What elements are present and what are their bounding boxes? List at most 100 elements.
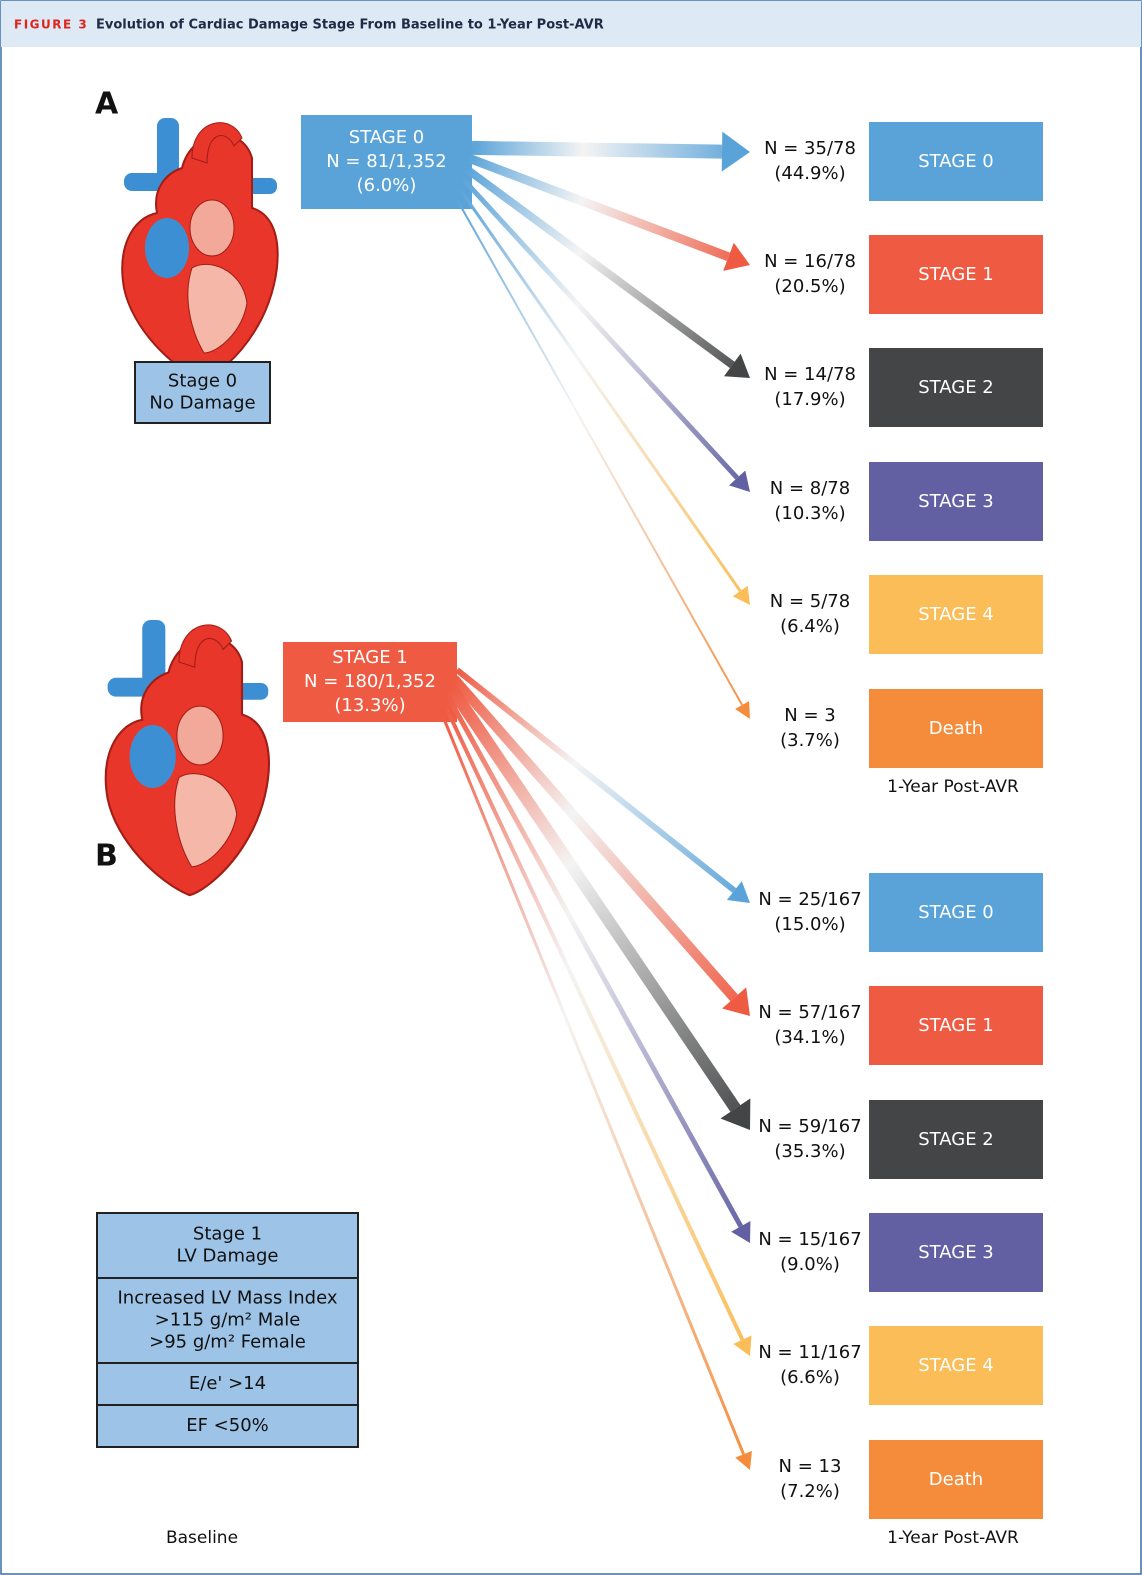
arrow-head (735, 701, 750, 719)
target-box (869, 1213, 1043, 1292)
transition-arrow (455, 667, 737, 893)
baseline-box-row (134, 361, 271, 424)
source-text: N = 180/1,352 (304, 671, 436, 692)
target-percent: (6.4%) (780, 616, 840, 637)
transition-arrow (445, 695, 743, 1228)
transition-arrow (440, 713, 745, 1455)
baseline-box-text: >115 g/m² Male (155, 1310, 301, 1331)
header-bar (1, 1, 1141, 47)
target-label: Death (929, 718, 983, 739)
arrow-head (733, 1335, 752, 1356)
arrow-head (726, 881, 750, 903)
transition-arrow (446, 684, 741, 1112)
arrow-head (722, 987, 750, 1016)
target-count: N = 57/167 (758, 1002, 861, 1023)
figure-title: Evolution of Cardiac Damage Stage From B… (96, 18, 604, 33)
transition-arrow (463, 165, 735, 369)
target-box (869, 462, 1043, 541)
transition-arrow (467, 154, 731, 262)
heart-illustration (121, 118, 279, 382)
target-percent: (35.3%) (774, 1141, 845, 1162)
target-percent: (7.2%) (780, 1481, 840, 1502)
arrow-head (732, 585, 750, 605)
target-label: STAGE 0 (918, 151, 994, 172)
followup-label: 1-Year Post-AVR (887, 777, 1019, 797)
arrow-head (723, 242, 750, 271)
target-percent: (20.5%) (774, 276, 845, 297)
target-percent: (3.7%) (780, 730, 840, 751)
heart-illustration (104, 620, 270, 897)
source-box (301, 115, 472, 209)
target-box (869, 575, 1043, 654)
panel-label: B (95, 839, 118, 874)
baseline-box-text: >95 g/m² Female (149, 1332, 306, 1353)
target-box (869, 1440, 1043, 1519)
target-count: N = 59/167 (758, 1116, 861, 1137)
target-count: N = 8/78 (770, 478, 850, 499)
target-box (869, 986, 1043, 1065)
baseline-box-row (96, 1212, 359, 1279)
source-text: (6.0%) (357, 175, 417, 196)
transition-arrow (471, 140, 723, 159)
transition-arrow (458, 188, 742, 592)
arrow-head (729, 470, 750, 492)
chamber (129, 725, 176, 788)
target-box (869, 122, 1043, 201)
chamber (174, 773, 238, 868)
target-label: STAGE 1 (918, 1015, 994, 1036)
target-label: STAGE 3 (918, 1242, 994, 1263)
baseline-box-text: LV Damage (176, 1246, 278, 1267)
chamber (176, 705, 224, 766)
target-box (869, 348, 1043, 427)
target-count: N = 25/167 (758, 889, 861, 910)
target-count: N = 5/78 (770, 591, 850, 612)
arrow-head (723, 353, 750, 378)
baseline-box-text: Increased LV Mass Index (118, 1288, 338, 1309)
target-count: N = 15/167 (758, 1229, 861, 1250)
target-percent: (15.0%) (774, 914, 845, 935)
target-box (869, 689, 1043, 768)
baseline-box-row (96, 1362, 359, 1406)
target-label: STAGE 0 (918, 902, 994, 923)
baseline-box-text: E/e' >14 (189, 1373, 266, 1394)
target-label: Death (929, 1469, 983, 1490)
source-text: STAGE 0 (349, 127, 425, 148)
target-count: N = 13 (779, 1456, 842, 1477)
baseline-box-text: Stage 1 (193, 1224, 262, 1245)
chamber (145, 218, 189, 278)
transition-arrow (461, 177, 740, 480)
target-percent: (44.9%) (774, 163, 845, 184)
transition-arrow (443, 704, 745, 1341)
baseline-box-text: Stage 0 (168, 371, 237, 392)
transition-arrow (456, 199, 744, 706)
arrow-head (720, 1098, 751, 1130)
arrow-head (721, 131, 750, 172)
followup-label: 1-Year Post-AVR (887, 1528, 1019, 1548)
transition-arrow (450, 675, 738, 1002)
panel-label: A (95, 87, 119, 122)
target-percent: (17.9%) (774, 389, 845, 410)
target-percent: (6.6%) (780, 1367, 840, 1388)
target-label: STAGE 2 (918, 377, 994, 398)
target-count: N = 11/167 (758, 1342, 861, 1363)
vessel (191, 122, 243, 164)
source-text: N = 81/1,352 (326, 151, 447, 172)
arrow-head (731, 1221, 751, 1243)
target-count: N = 16/78 (764, 251, 856, 272)
target-box (869, 873, 1043, 952)
target-box (869, 235, 1043, 314)
arrow-head (735, 1450, 752, 1470)
figure-label: FIGURE 3 (14, 18, 88, 32)
target-label: STAGE 1 (918, 264, 994, 285)
target-label: STAGE 3 (918, 491, 994, 512)
target-label: STAGE 2 (918, 1129, 994, 1150)
vessel (178, 624, 233, 668)
baseline-box-text: EF <50% (186, 1415, 269, 1436)
source-box (283, 642, 457, 722)
target-box (869, 1326, 1043, 1405)
source-text: (13.3%) (334, 695, 405, 716)
target-count: N = 14/78 (764, 364, 856, 385)
target-percent: (9.0%) (780, 1254, 840, 1275)
target-count: N = 35/78 (764, 138, 856, 159)
